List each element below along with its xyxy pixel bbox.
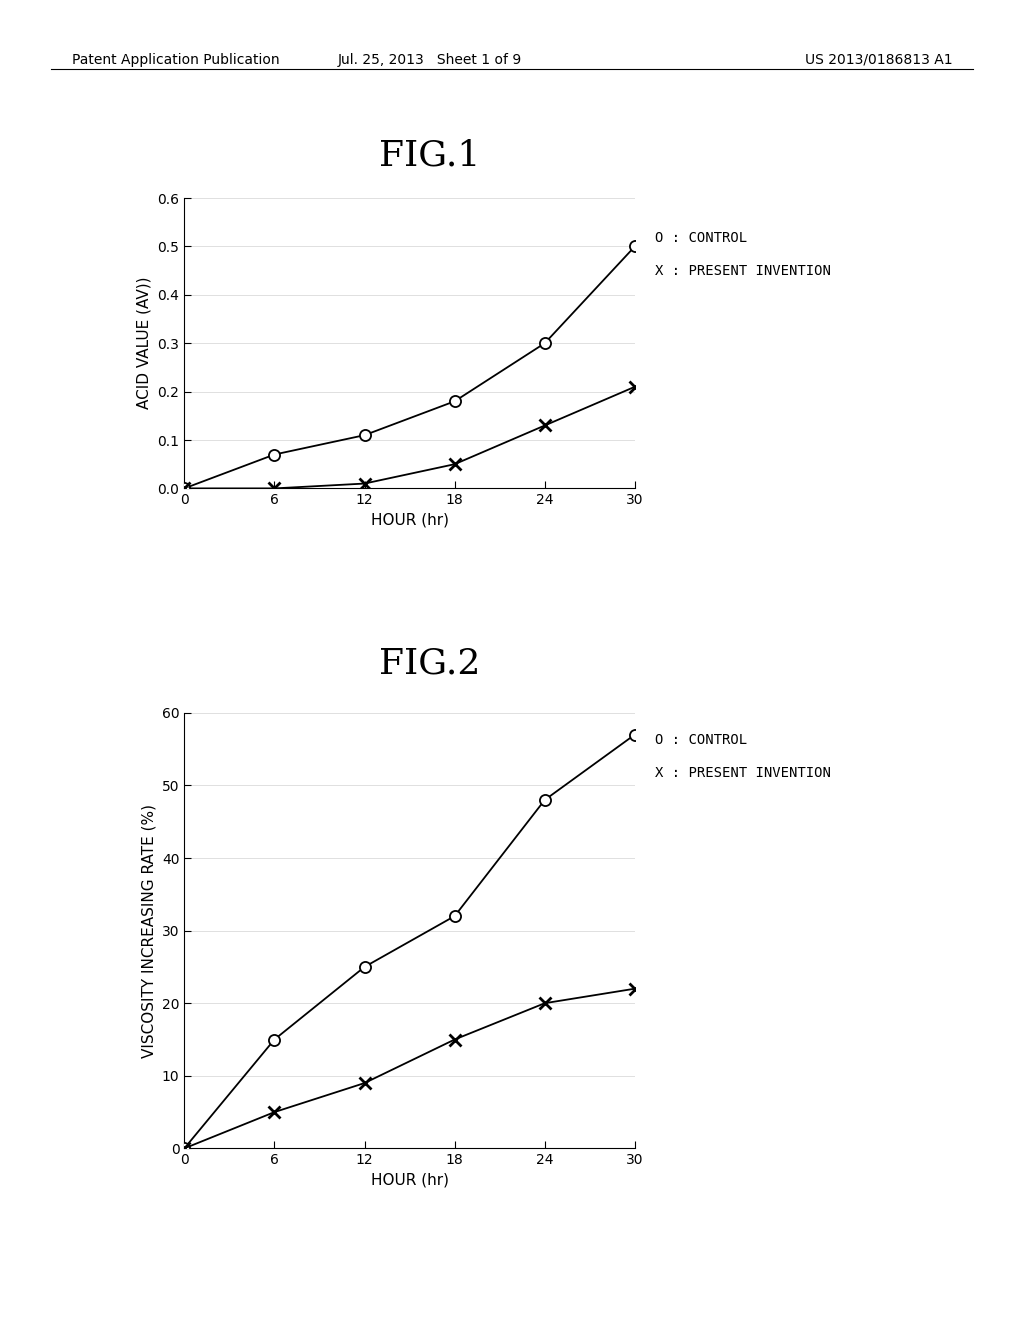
Text: FIG.2: FIG.2 — [380, 647, 480, 681]
Text: X : PRESENT INVENTION: X : PRESENT INVENTION — [655, 264, 831, 279]
Text: Patent Application Publication: Patent Application Publication — [72, 53, 280, 67]
X-axis label: HOUR (hr): HOUR (hr) — [371, 1172, 449, 1188]
X-axis label: HOUR (hr): HOUR (hr) — [371, 512, 449, 528]
Text: X : PRESENT INVENTION: X : PRESENT INVENTION — [655, 766, 831, 780]
Text: US 2013/0186813 A1: US 2013/0186813 A1 — [805, 53, 952, 67]
Text: Jul. 25, 2013   Sheet 1 of 9: Jul. 25, 2013 Sheet 1 of 9 — [338, 53, 522, 67]
Text: O : CONTROL: O : CONTROL — [655, 733, 748, 747]
Y-axis label: ACID VALUE (AV)): ACID VALUE (AV)) — [137, 277, 152, 409]
Text: O : CONTROL: O : CONTROL — [655, 231, 748, 246]
Text: FIG.1: FIG.1 — [380, 139, 480, 173]
Y-axis label: VISCOSITY INCREASING RATE (%): VISCOSITY INCREASING RATE (%) — [141, 804, 157, 1057]
